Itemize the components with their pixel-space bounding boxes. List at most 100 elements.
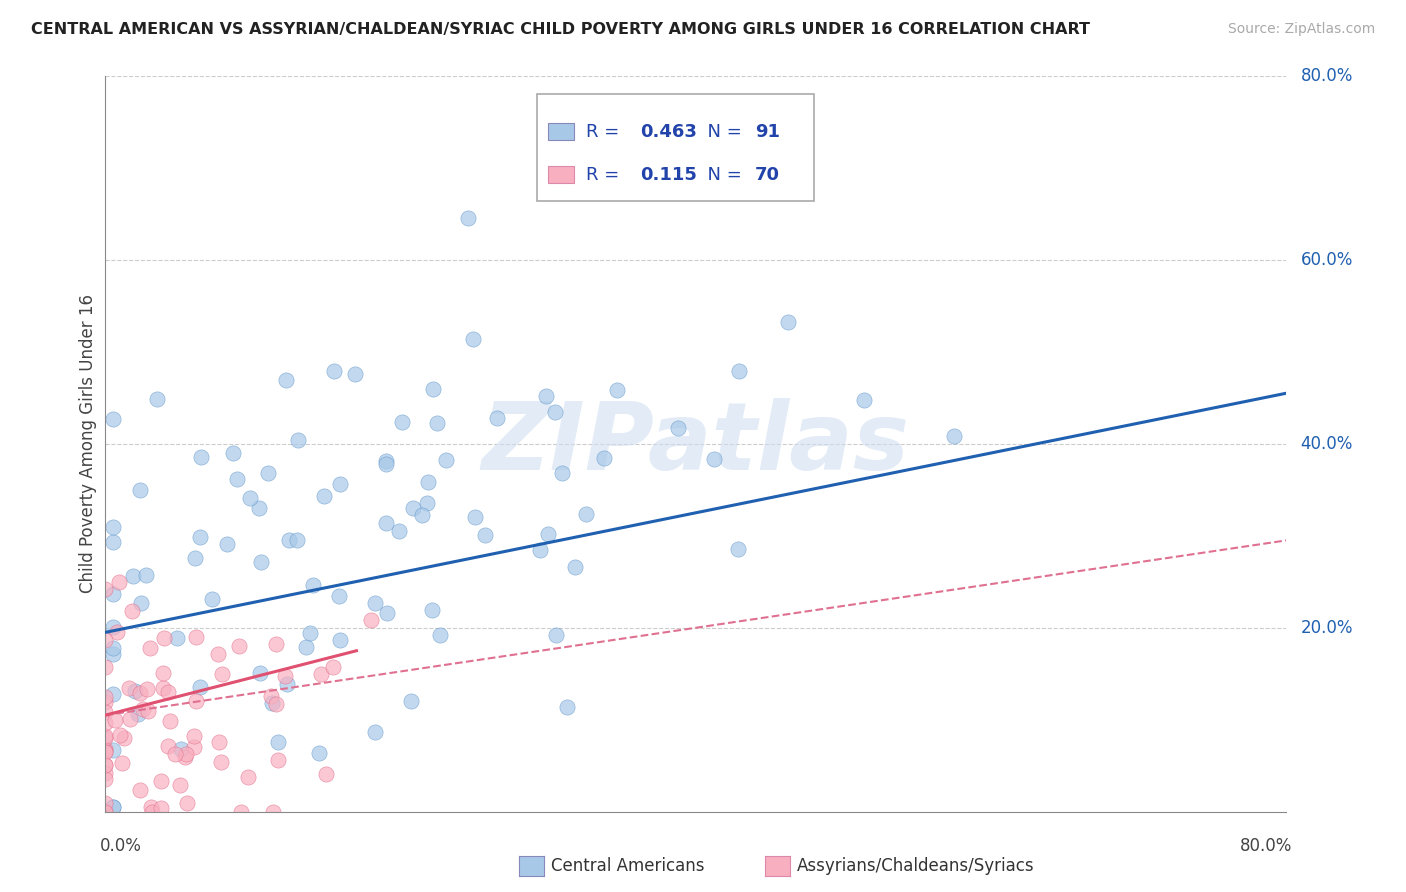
Point [101, 800, 124, 814]
Point [129, 783, 152, 797]
Point [401, 501, 423, 516]
Text: 20.0%: 20.0% [1301, 619, 1353, 637]
Point [264, 637, 287, 651]
Point [94, 715, 117, 730]
Point [94, 706, 117, 720]
Point [108, 728, 131, 742]
Point [129, 596, 152, 610]
Text: N =: N = [696, 123, 748, 142]
Point [118, 681, 141, 695]
Point [575, 507, 598, 521]
Point [375, 516, 398, 530]
Point [207, 647, 229, 661]
Point [139, 800, 162, 814]
Point [239, 491, 262, 505]
Point [183, 739, 205, 754]
Point [228, 639, 250, 653]
Point [152, 681, 174, 696]
Point [215, 537, 238, 551]
Point [94, 632, 117, 647]
FancyBboxPatch shape [537, 95, 814, 201]
Point [461, 332, 484, 346]
Point [169, 778, 191, 792]
Point [728, 364, 751, 378]
Point [534, 389, 557, 403]
Text: 60.0%: 60.0% [1301, 251, 1353, 268]
Point [943, 429, 966, 443]
Point [135, 568, 157, 582]
Point [94, 731, 117, 746]
Point [262, 696, 284, 710]
Point [360, 614, 382, 628]
Point [157, 685, 180, 699]
Point [375, 607, 398, 621]
Point [250, 555, 273, 569]
Point [666, 421, 689, 435]
Point [94, 766, 117, 780]
Point [328, 633, 350, 648]
Point [94, 805, 117, 819]
Point [188, 530, 211, 544]
Point [184, 630, 207, 644]
Point [101, 411, 124, 425]
Point [294, 640, 316, 654]
Point [363, 595, 385, 609]
Point [209, 756, 232, 770]
Text: 91: 91 [755, 123, 780, 142]
Point [94, 660, 117, 674]
Point [127, 706, 149, 721]
Point [94, 695, 117, 709]
Point [135, 682, 157, 697]
Point [121, 604, 143, 618]
Point [94, 758, 117, 772]
Point [274, 669, 297, 683]
Point [94, 744, 117, 758]
Point [375, 454, 398, 468]
Point [727, 541, 749, 556]
Point [222, 446, 245, 460]
Point [387, 524, 409, 538]
Point [315, 766, 337, 780]
Point [564, 560, 586, 574]
Point [259, 689, 281, 703]
Point [434, 453, 457, 467]
Point [236, 770, 259, 784]
Bar [548, 123, 574, 140]
Text: R =: R = [586, 166, 631, 184]
Text: 0.115: 0.115 [641, 166, 697, 184]
Point [329, 477, 352, 491]
Point [183, 729, 205, 743]
Point [422, 382, 444, 396]
Point [399, 694, 422, 708]
Point [429, 628, 451, 642]
Point [544, 405, 567, 419]
Point [593, 450, 616, 465]
Point [101, 587, 124, 601]
Point [101, 800, 124, 814]
Point [411, 508, 433, 522]
Point [298, 625, 321, 640]
Point [190, 450, 212, 464]
Text: 40.0%: 40.0% [1301, 434, 1353, 453]
Text: 80.0%: 80.0% [1301, 67, 1353, 85]
Point [309, 666, 332, 681]
Point [132, 701, 155, 715]
Point [94, 690, 117, 705]
Point [174, 750, 197, 764]
Bar [548, 166, 574, 183]
Point [152, 631, 174, 645]
Point [343, 367, 366, 381]
Text: R =: R = [586, 123, 626, 142]
Point [120, 712, 142, 726]
Text: ZIPatlas: ZIPatlas [482, 398, 910, 490]
Point [176, 796, 198, 810]
Text: 70: 70 [755, 166, 780, 184]
Point [703, 452, 725, 467]
Point [101, 743, 124, 757]
Point [129, 685, 152, 699]
Point [247, 501, 270, 516]
Point [108, 574, 131, 589]
Point [285, 533, 308, 547]
Point [101, 535, 124, 549]
Point [266, 735, 288, 749]
